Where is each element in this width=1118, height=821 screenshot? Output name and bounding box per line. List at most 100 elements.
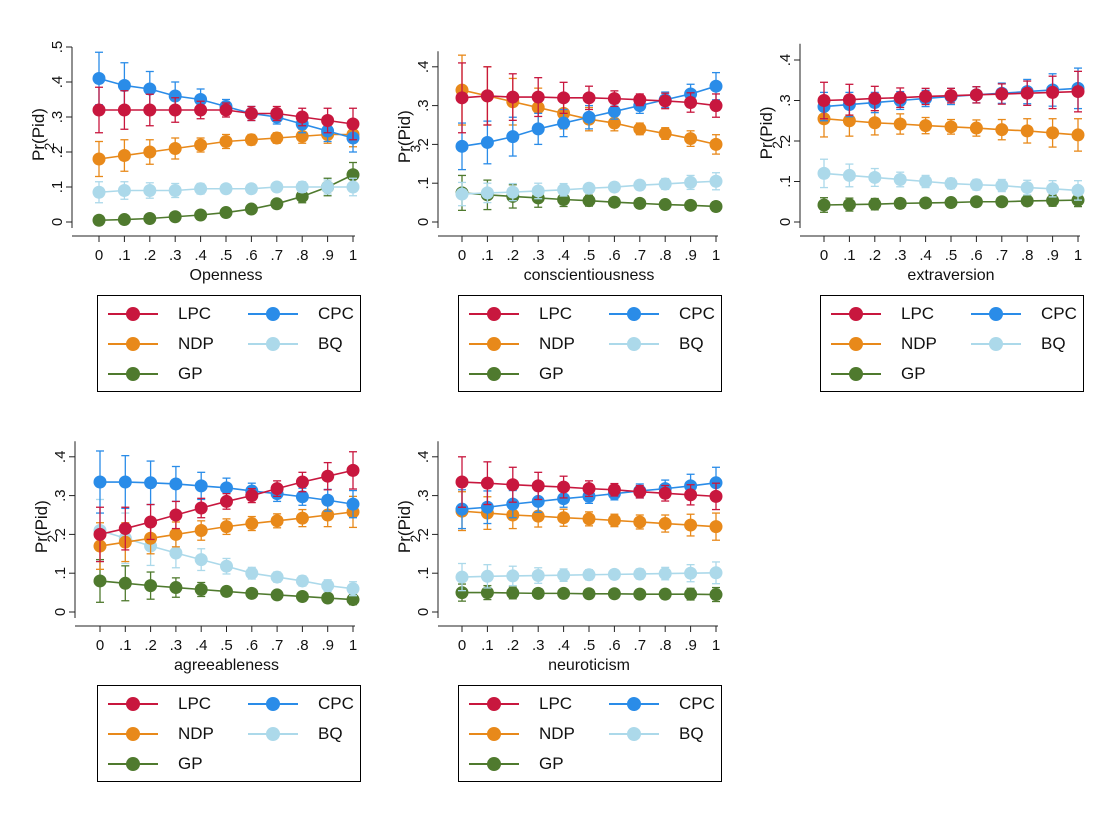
data-point-BQ (506, 569, 520, 583)
y-tick-label: .1 (415, 177, 432, 190)
data-point-GP (633, 196, 647, 210)
data-point-BQ (684, 566, 698, 580)
x-tick-label: 0 (96, 637, 104, 654)
legend-marker (266, 697, 280, 711)
data-point-LPC (346, 117, 360, 131)
x-tick-label: .2 (507, 637, 520, 654)
data-point-LPC (817, 94, 831, 107)
x-tick-label: .2 (507, 247, 520, 264)
data-point-CPC (506, 497, 520, 511)
legend-marker (266, 727, 280, 741)
series-LPC (817, 70, 1085, 120)
data-point-CPC (194, 93, 208, 106)
data-point-LPC (557, 91, 571, 105)
data-point-NDP (244, 133, 258, 147)
x-tick-label: .3 (532, 247, 545, 264)
y-tick-label: 0 (415, 608, 432, 616)
data-point-LPC (346, 463, 360, 477)
data-point-CPC (117, 79, 131, 92)
data-point-GP (658, 587, 672, 601)
data-point-GP (633, 587, 647, 601)
data-point-BQ (455, 570, 469, 584)
data-point-BQ (244, 182, 258, 196)
legend-marker (849, 307, 863, 321)
legend-marker (627, 697, 641, 711)
x-tick-label: .3 (894, 247, 907, 264)
x-tick-label: .2 (144, 247, 157, 264)
y-tick-label: .3 (415, 99, 432, 112)
legend-marker (126, 307, 140, 321)
y-tick-label: .4 (49, 76, 66, 89)
data-point-CPC (93, 475, 107, 489)
data-point-GP (607, 587, 621, 601)
data-point-NDP (969, 121, 983, 135)
data-point-LPC (1046, 85, 1060, 99)
data-point-BQ (1046, 182, 1060, 196)
x-tick-label: .4 (194, 247, 207, 264)
data-point-BQ (557, 568, 571, 582)
data-point-BQ (321, 180, 335, 194)
data-point-GP (480, 586, 494, 600)
data-point-GP (893, 196, 907, 210)
data-point-LPC (658, 486, 672, 500)
data-point-BQ (346, 582, 360, 596)
y-axis-title: Pr(Pid) (29, 108, 48, 161)
x-tick-label: .9 (684, 247, 697, 264)
legend-marker (487, 757, 501, 771)
data-point-BQ (270, 180, 284, 194)
data-point-GP (684, 587, 698, 601)
data-point-GP (607, 195, 621, 209)
series-GP (455, 174, 723, 213)
y-axis-title-subscript: 2 (769, 141, 785, 149)
legend-label: BQ (318, 724, 343, 743)
x-axis-title: Openness (190, 267, 263, 284)
data-point-GP (531, 586, 545, 600)
legend-label: CPC (1041, 304, 1077, 323)
x-tick-label: .1 (481, 637, 494, 654)
data-point-CPC (709, 79, 723, 93)
data-point-BQ (245, 566, 259, 580)
legend-label: NDP (539, 334, 575, 353)
data-point-NDP (633, 122, 647, 136)
x-axis-title: conscientiousness (524, 267, 655, 284)
legend-label: BQ (318, 334, 343, 353)
x-axis-title: agreeableness (174, 657, 279, 674)
data-point-BQ (709, 174, 723, 188)
data-point-CPC (295, 490, 309, 504)
data-point-LPC (944, 89, 958, 103)
data-point-CPC (531, 122, 545, 136)
data-point-GP (842, 198, 856, 212)
legend-marker (266, 337, 280, 351)
x-tick-label: 0 (95, 247, 103, 264)
x-tick-label: .7 (634, 247, 647, 264)
data-point-GP (582, 587, 596, 601)
x-tick-label: .5 (945, 247, 958, 264)
data-point-LPC (117, 103, 131, 117)
y-tick-label: .1 (415, 567, 432, 580)
data-point-CPC (455, 502, 469, 516)
data-point-GP (868, 197, 882, 211)
data-point-NDP (169, 527, 183, 541)
data-point-LPC (557, 480, 571, 494)
y-tick-label: 0 (49, 218, 66, 226)
data-point-LPC (270, 482, 284, 496)
data-point-LPC (684, 95, 698, 109)
x-tick-label: .9 (684, 637, 697, 654)
data-point-GP (295, 189, 309, 203)
y-tick-label: .3 (415, 489, 432, 502)
data-point-GP (321, 591, 335, 605)
series-LPC (92, 86, 360, 141)
data-point-BQ (1020, 181, 1034, 195)
y-axis-title-subscript: 2 (407, 535, 423, 543)
legend-marker (126, 727, 140, 741)
x-tick-label: .5 (583, 637, 596, 654)
data-point-LPC (143, 103, 157, 117)
x-tick-label: 1 (349, 247, 357, 264)
data-point-LPC (118, 522, 132, 536)
x-tick-label: .6 (970, 247, 983, 264)
x-tick-label: .8 (296, 247, 309, 264)
data-point-BQ (684, 175, 698, 189)
legend-marker (487, 337, 501, 351)
legend-marker (849, 337, 863, 351)
x-tick-label: .4 (557, 247, 570, 264)
